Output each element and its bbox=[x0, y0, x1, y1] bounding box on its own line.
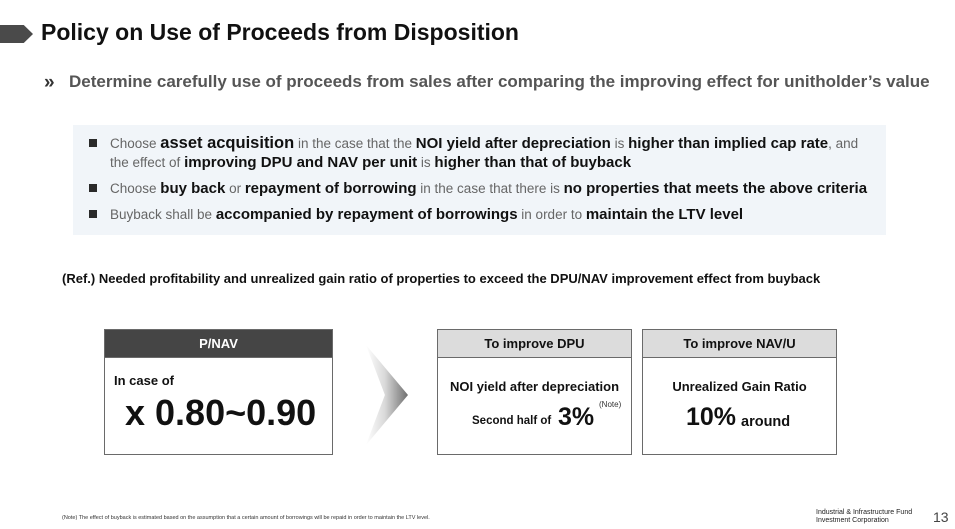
bullet-plain-text: Choose bbox=[110, 136, 161, 151]
square-bullet-icon bbox=[89, 210, 97, 218]
bullet-emphasis-text: accompanied by repayment of borrowings bbox=[215, 206, 518, 223]
bullet-text-line: Buyback shall be accompanied by repaymen… bbox=[110, 205, 743, 224]
bullet-emphasis-text: asset acquisition bbox=[160, 134, 295, 152]
title-marker bbox=[0, 25, 33, 43]
bullet-emphasis-text: buy back bbox=[160, 180, 226, 197]
bullet-plain-text: in order to bbox=[517, 207, 586, 222]
dpu-note-marker: (Note) bbox=[599, 400, 622, 409]
square-bullet-icon bbox=[89, 139, 97, 147]
bullet-plain-text: Buyback shall be bbox=[110, 207, 216, 222]
company-name: Industrial & Infrastructure Fund Investm… bbox=[816, 509, 912, 525]
dpu-value: 3% bbox=[558, 403, 595, 431]
page-number: 13 bbox=[933, 509, 949, 525]
nav-card-header: To improve NAV/U bbox=[643, 330, 836, 358]
bullet-plain-text: is bbox=[417, 155, 435, 170]
pnav-label: In case of bbox=[114, 373, 174, 388]
nav-card: To improve NAV/U Unrealized Gain Ratio 1… bbox=[642, 329, 837, 455]
bullet-emphasis-text: improving DPU and NAV per unit bbox=[184, 154, 418, 171]
dpu-card-header: To improve DPU bbox=[438, 330, 631, 358]
page-subtitle: Determine carefully use of proceeds from… bbox=[69, 72, 930, 91]
pnav-value: x 0.80~0.90 bbox=[125, 392, 317, 433]
bullet-plain-text: Choose bbox=[110, 181, 161, 196]
pnav-card: P/NAV In case of x 0.80~0.90 bbox=[104, 329, 333, 455]
bullet-plain-text: the effect of bbox=[110, 155, 185, 170]
bullet-plain-text: or bbox=[225, 181, 245, 196]
bullet-text-line: Choose buy back or repayment of borrowin… bbox=[110, 179, 867, 198]
nav-value: 10% bbox=[686, 403, 737, 431]
bullet-plain-text: , and bbox=[828, 136, 859, 151]
bullet-emphasis-text: maintain the LTV level bbox=[585, 206, 744, 223]
bullet-emphasis-text: repayment of borrowing bbox=[244, 180, 417, 197]
reference-note: (Ref.) Needed profitability and unrealiz… bbox=[62, 271, 821, 286]
nav-metric-label: Unrealized Gain Ratio bbox=[672, 379, 807, 394]
bullet-text-line: the effect of improving DPU and NAV per … bbox=[110, 153, 631, 172]
bullet-text-line: Choose asset acquisition in the case tha… bbox=[110, 134, 858, 153]
bullet-emphasis-text: no properties that meets the above crite… bbox=[563, 180, 868, 197]
company-name-line2: Investment Corporation bbox=[816, 517, 889, 524]
square-bullet-icon bbox=[89, 184, 97, 192]
dpu-card: To improve DPU NOI yield after depreciat… bbox=[437, 329, 632, 455]
bullet-emphasis-text: higher than that of buyback bbox=[434, 154, 632, 171]
pnav-card-header: P/NAV bbox=[105, 330, 332, 358]
dpu-metric-label: NOI yield after depreciation bbox=[449, 379, 620, 394]
bullet-plain-text: is bbox=[610, 136, 629, 151]
bullet-plain-text: in the case that there is bbox=[416, 181, 564, 196]
page-title: Policy on Use of Proceeds from Dispositi… bbox=[41, 19, 519, 45]
footnote: (Note) The effect of buyback is estimate… bbox=[62, 515, 430, 521]
dpu-prefix: Second half of bbox=[472, 415, 552, 427]
nav-suffix: around bbox=[741, 414, 791, 430]
bullet-emphasis-text: higher than implied cap rate bbox=[628, 135, 829, 152]
bullet-emphasis-text: NOI yield after depreciation bbox=[415, 135, 611, 152]
double-chevron-icon: » bbox=[44, 72, 54, 93]
policy-bullet-box: Choose asset acquisition in the case tha… bbox=[73, 125, 886, 235]
right-arrow-icon bbox=[366, 345, 408, 445]
bullet-plain-text: in the case that the bbox=[294, 136, 416, 151]
company-name-line1: Industrial & Infrastructure Fund bbox=[816, 509, 913, 516]
